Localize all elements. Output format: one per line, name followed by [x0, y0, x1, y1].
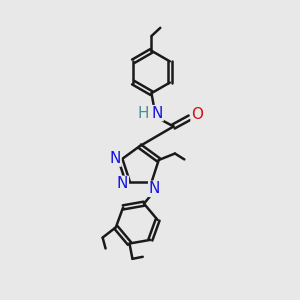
- Text: N: N: [110, 151, 121, 166]
- Text: N: N: [152, 106, 163, 121]
- Text: N: N: [149, 182, 160, 196]
- Text: H: H: [138, 106, 149, 121]
- Text: N: N: [117, 176, 128, 191]
- Text: O: O: [191, 107, 203, 122]
